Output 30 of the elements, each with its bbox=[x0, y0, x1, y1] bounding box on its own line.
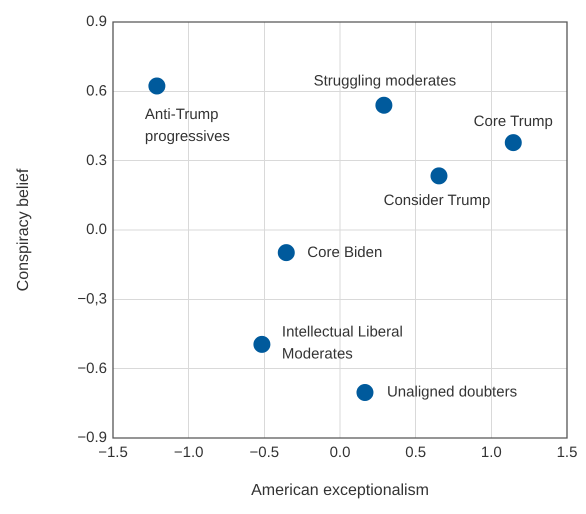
y-tick-label: −0.9 bbox=[77, 429, 107, 446]
y-tick-label: 0.0 bbox=[86, 221, 107, 238]
x-tick-label: −1.5 bbox=[98, 444, 128, 462]
y-tick-label: 0.6 bbox=[86, 82, 107, 100]
x-tick-label: 1.5 bbox=[556, 444, 578, 462]
point bbox=[430, 167, 448, 184]
x-tick-label: 0.5 bbox=[405, 444, 426, 462]
point bbox=[504, 134, 522, 152]
annotation: Anti-Trump progressives bbox=[144, 106, 230, 146]
annotation: Unaligned doubters bbox=[386, 384, 518, 401]
annotation: Struggling moderates bbox=[314, 72, 456, 90]
x-axis-title: American exceptionalism bbox=[251, 482, 429, 499]
point bbox=[148, 78, 166, 95]
y-tick-label: −0,3 bbox=[77, 290, 107, 308]
x-tick-label: 1.0 bbox=[480, 444, 502, 462]
point bbox=[278, 244, 295, 262]
x-tick-label: −0.5 bbox=[250, 444, 280, 462]
point bbox=[356, 384, 374, 401]
x-tick-label: −1.0 bbox=[174, 444, 204, 462]
point bbox=[375, 96, 392, 114]
y-tick-label: −0.6 bbox=[77, 360, 107, 377]
annotation: Consider Trump bbox=[384, 192, 490, 210]
annotation: Intellectual Liberal Moderates bbox=[282, 324, 403, 363]
y-tick-label: 0.3 bbox=[86, 152, 107, 169]
point bbox=[253, 336, 270, 353]
x-tick-label: 0.0 bbox=[330, 444, 350, 462]
y-tick-label: 0.9 bbox=[86, 13, 107, 30]
annotation: Core Trump bbox=[474, 112, 553, 130]
y-axis-title: Conspiracy belief bbox=[15, 168, 32, 292]
annotation: Core Biden bbox=[307, 244, 382, 261]
